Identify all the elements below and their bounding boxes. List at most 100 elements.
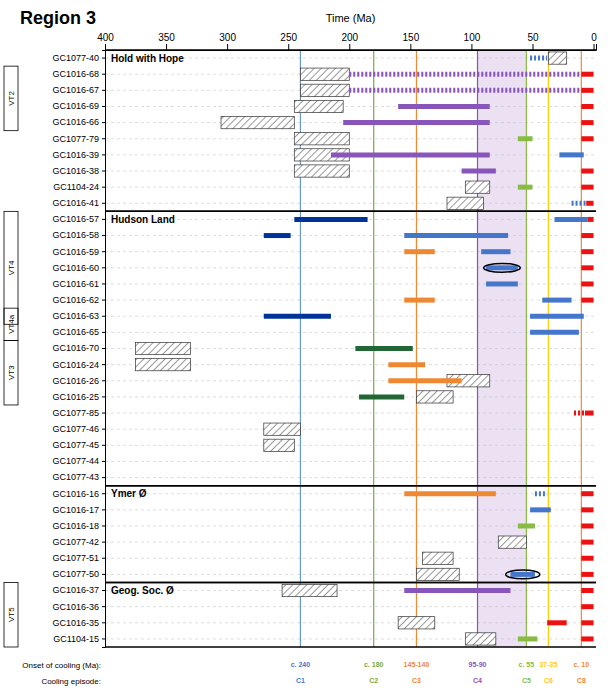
cooling-line: [548, 50, 549, 647]
bar: [264, 233, 291, 238]
row-grid-line: [105, 316, 596, 317]
x-tick-mark: [594, 44, 595, 50]
hatched-box: [300, 68, 349, 80]
y-tick: GC1016-39: [52, 150, 105, 160]
row-grid-line: [105, 90, 596, 91]
x-tick-label: 50: [527, 32, 539, 43]
hatched-box: [398, 617, 435, 629]
y-tick-mark: [102, 445, 105, 446]
y-tick: GC1016-36: [52, 602, 105, 612]
y-tick: GC1104-24: [53, 182, 105, 192]
y-tick: GC1077-79: [52, 134, 105, 144]
y-tick-mark: [102, 203, 105, 204]
y-tick-mark: [102, 574, 105, 575]
row-label: GC1077-42: [52, 537, 99, 547]
y-tick-mark: [102, 493, 105, 494]
row-grid-line: [105, 606, 596, 607]
bar: [581, 169, 593, 174]
bar: [581, 104, 593, 109]
x-tick: 100: [464, 32, 481, 50]
hatched-box: [416, 391, 453, 403]
bar: [547, 620, 567, 625]
y-tick-mark: [102, 622, 105, 623]
row-grid-line: [105, 590, 596, 591]
hatched-box: [447, 197, 484, 209]
y-tick-mark: [102, 154, 105, 155]
y-tick: GC1077-46: [52, 424, 105, 434]
group-box: [4, 211, 18, 324]
x-tick: 0: [591, 32, 597, 50]
episode-label: C1: [296, 677, 305, 684]
row-label: GC1016-62: [52, 295, 99, 305]
bar: [581, 572, 593, 577]
y-tick: GC1016-65: [52, 327, 105, 337]
group-box: [4, 582, 18, 647]
hatched-box: [465, 181, 489, 193]
section-boundary: [105, 485, 596, 487]
bar: [581, 185, 593, 190]
ellipse: [506, 570, 540, 579]
row-grid-line: [105, 267, 596, 268]
plot-area: [105, 50, 596, 647]
bar: [331, 152, 490, 157]
y-tick: GC1016-18: [52, 521, 105, 531]
y-tick: GC1016-60: [52, 263, 105, 273]
section-boundary: [105, 211, 596, 213]
y-tick: GC1077-85: [52, 408, 105, 418]
y-tick: GC1016-58: [52, 230, 105, 240]
y-tick-mark: [102, 171, 105, 172]
row-grid-line: [105, 509, 596, 510]
row-label: GC1016-67: [52, 85, 99, 95]
row-grid-line: [105, 74, 596, 75]
y-axis: GC1077-40GC1016-68GC1016-67GC1016-69GC10…: [52, 51, 105, 648]
y-tick-mark: [102, 396, 105, 397]
y-tick-mark: [102, 316, 105, 317]
row-label: GC1016-41: [52, 198, 99, 208]
y-tick: GC1016-69: [52, 101, 105, 111]
row-label: GC1016-25: [52, 392, 99, 402]
y-tick-mark: [102, 380, 105, 381]
hatched-box: [264, 423, 301, 435]
y-tick-mark: [102, 477, 105, 478]
onset-heading: Onset of cooling (Ma):: [22, 661, 101, 670]
y-axis-line: [102, 51, 106, 648]
bar: [486, 281, 518, 286]
x-tick-label: 150: [403, 32, 420, 43]
bar: [581, 523, 593, 528]
row-label: GC1016-65: [52, 327, 99, 337]
y-tick-mark: [102, 219, 105, 220]
bar: [585, 411, 594, 416]
y-tick-mark: [102, 558, 105, 559]
bar: [462, 169, 496, 174]
bar: [581, 249, 593, 254]
row-label: GC1016-69: [52, 101, 99, 111]
row-grid-line: [105, 219, 596, 220]
x-tick-label: 0: [591, 32, 597, 43]
bar: [581, 72, 593, 77]
row-grid-line: [105, 413, 596, 414]
x-tick-mark: [288, 44, 289, 50]
bar: [581, 620, 593, 625]
x-axis: 400350300250200150100500: [97, 32, 597, 51]
y-tick-mark: [102, 413, 105, 414]
y-tick-mark: [102, 251, 105, 252]
bar: [404, 491, 496, 496]
bar: [388, 378, 461, 383]
hatched-box: [294, 133, 349, 145]
episode-heading: Cooling episode:: [41, 677, 101, 686]
row-label: GC1016-68: [52, 69, 99, 79]
bar: [518, 185, 533, 190]
x-axis-line: [106, 44, 597, 51]
row-label: GC1077-44: [52, 456, 99, 466]
row-label: GC1016-35: [52, 618, 99, 628]
x-tick: 200: [341, 32, 358, 50]
row-grid-line: [105, 574, 596, 575]
x-tick-mark: [227, 44, 228, 50]
row-grid-line: [105, 493, 596, 494]
row-grid-line: [105, 622, 596, 623]
row-label: GC1104-24: [53, 182, 99, 192]
y-tick-mark: [102, 364, 105, 365]
bar: [581, 491, 593, 496]
y-tick: GC1016-41: [52, 198, 105, 208]
bar: [349, 72, 581, 77]
